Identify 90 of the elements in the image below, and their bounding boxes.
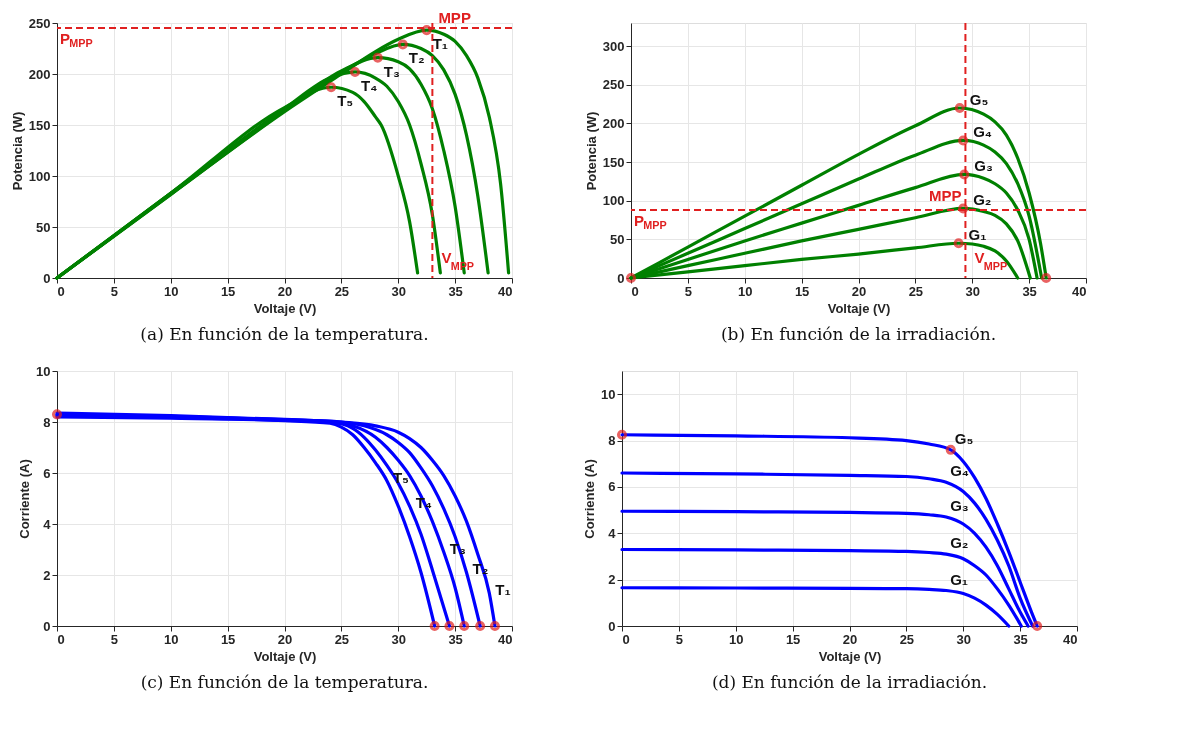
y-tick-label: 4	[608, 525, 617, 541]
x-tick-label: 20	[277, 283, 293, 299]
y-tick-label: 200	[28, 66, 51, 82]
x-tick-label: 30	[965, 283, 980, 299]
text: (d) En función de la irradiación.	[711, 672, 988, 692]
x-tick-label: 10	[738, 283, 753, 299]
series-label: G₁	[968, 226, 987, 244]
series-label: T₁	[432, 35, 449, 53]
x-axis-title: Voltaje (V)	[827, 300, 891, 316]
x-tick-label: 5	[675, 631, 683, 647]
x-tick-label: 30	[956, 631, 971, 647]
series-label: T₂	[408, 49, 425, 67]
annotation: MPP	[928, 187, 962, 204]
y-tick-label: 10	[601, 386, 616, 402]
y-tick-label: 250	[602, 77, 625, 93]
series-label: G₄	[973, 123, 992, 141]
y-tick-label: 8	[43, 414, 51, 430]
series-label: T₁	[495, 580, 511, 598]
x-tick-label: 5	[110, 631, 118, 647]
x-tick-label: 35	[448, 283, 463, 299]
x-tick-label: 10	[164, 283, 179, 299]
x-tick-label: 40	[498, 283, 513, 299]
y-tick-label: 150	[28, 117, 51, 133]
x-tick-label: 20	[851, 283, 867, 299]
y-tick-label: 0	[43, 270, 51, 286]
x-tick-label: 20	[842, 631, 858, 647]
x-tick-label: 15	[220, 631, 236, 647]
x-tick-label: 10	[164, 631, 179, 647]
y-tick-label: 0	[43, 618, 51, 634]
series-label: G₄	[950, 462, 970, 480]
x-tick-label: 0	[57, 631, 65, 647]
x-tick-label: 25	[899, 631, 915, 647]
x-tick-label: 0	[57, 283, 65, 299]
y-tick-label: 50	[36, 219, 51, 235]
series-label: G₂	[950, 534, 969, 552]
x-axis-title: Voltaje (V)	[818, 648, 882, 664]
x-tick-label: 25	[334, 631, 350, 647]
y-tick-label: 150	[602, 154, 625, 170]
series-label: G₅	[954, 429, 974, 447]
series-label: G₅	[969, 91, 989, 108]
y-axis-title: Potencia (W)	[9, 111, 25, 191]
x-tick-label: 35	[448, 631, 463, 647]
x-tick-label: 5	[684, 283, 692, 299]
x-tick-label: 15	[785, 631, 801, 647]
y-axis-title: Potencia (W)	[583, 111, 599, 191]
y-tick-label: 100	[28, 168, 51, 184]
text: (a) En función de la temperatura.	[140, 324, 429, 344]
x-tick-label: 20	[277, 631, 293, 647]
x-tick-label: 35	[1022, 283, 1037, 299]
y-tick-label: 250	[28, 15, 51, 31]
x-tick-label: 5	[110, 283, 118, 299]
y-tick-label: 2	[43, 567, 51, 583]
y-tick-label: 200	[602, 115, 625, 131]
series-label: G₂	[973, 191, 992, 209]
y-tick-label: 0	[608, 618, 616, 634]
x-tick-label: 40	[1063, 631, 1078, 647]
x-axis-title: Voltaje (V)	[253, 648, 317, 664]
y-axis-title: Corriente (A)	[17, 459, 33, 539]
series-label: T₅	[337, 92, 354, 110]
x-tick-label: 25	[908, 283, 924, 299]
y-tick-label: 50	[610, 231, 625, 247]
y-tick-label: 4	[43, 516, 52, 532]
y-tick-label: 8	[608, 433, 616, 449]
annotation: MPP	[438, 9, 471, 27]
x-tick-label: 40	[1072, 283, 1087, 299]
x-tick-label: 30	[391, 283, 406, 299]
y-tick-label: 10	[36, 363, 51, 379]
y-axis-title: Corriente (A)	[582, 459, 598, 539]
series-label: T₃	[383, 62, 400, 80]
x-tick-label: 15	[220, 283, 236, 299]
x-axis-title: Voltaje (V)	[253, 300, 317, 316]
y-tick-label: 6	[608, 479, 616, 495]
x-tick-label: 15	[794, 283, 810, 299]
text: (b) En función de la irradiación.	[720, 324, 997, 344]
y-tick-label: 0	[617, 270, 625, 286]
y-tick-label: 100	[602, 193, 625, 209]
x-tick-label: 25	[334, 283, 350, 299]
text: (c) En función de la temperatura.	[140, 672, 429, 692]
x-tick-label: 35	[1013, 631, 1028, 647]
y-tick-label: 2	[608, 572, 616, 588]
x-tick-label: 40	[498, 631, 513, 647]
series-label: G₃	[974, 157, 993, 175]
series-label: G₃	[950, 497, 969, 515]
y-tick-label: 300	[602, 38, 625, 54]
y-tick-label: 6	[43, 465, 51, 481]
series-label: G₁	[950, 570, 969, 588]
x-tick-label: 10	[729, 631, 744, 647]
x-tick-label: 0	[631, 283, 639, 299]
series-label: T₄	[361, 76, 378, 94]
x-tick-label: 30	[391, 631, 406, 647]
